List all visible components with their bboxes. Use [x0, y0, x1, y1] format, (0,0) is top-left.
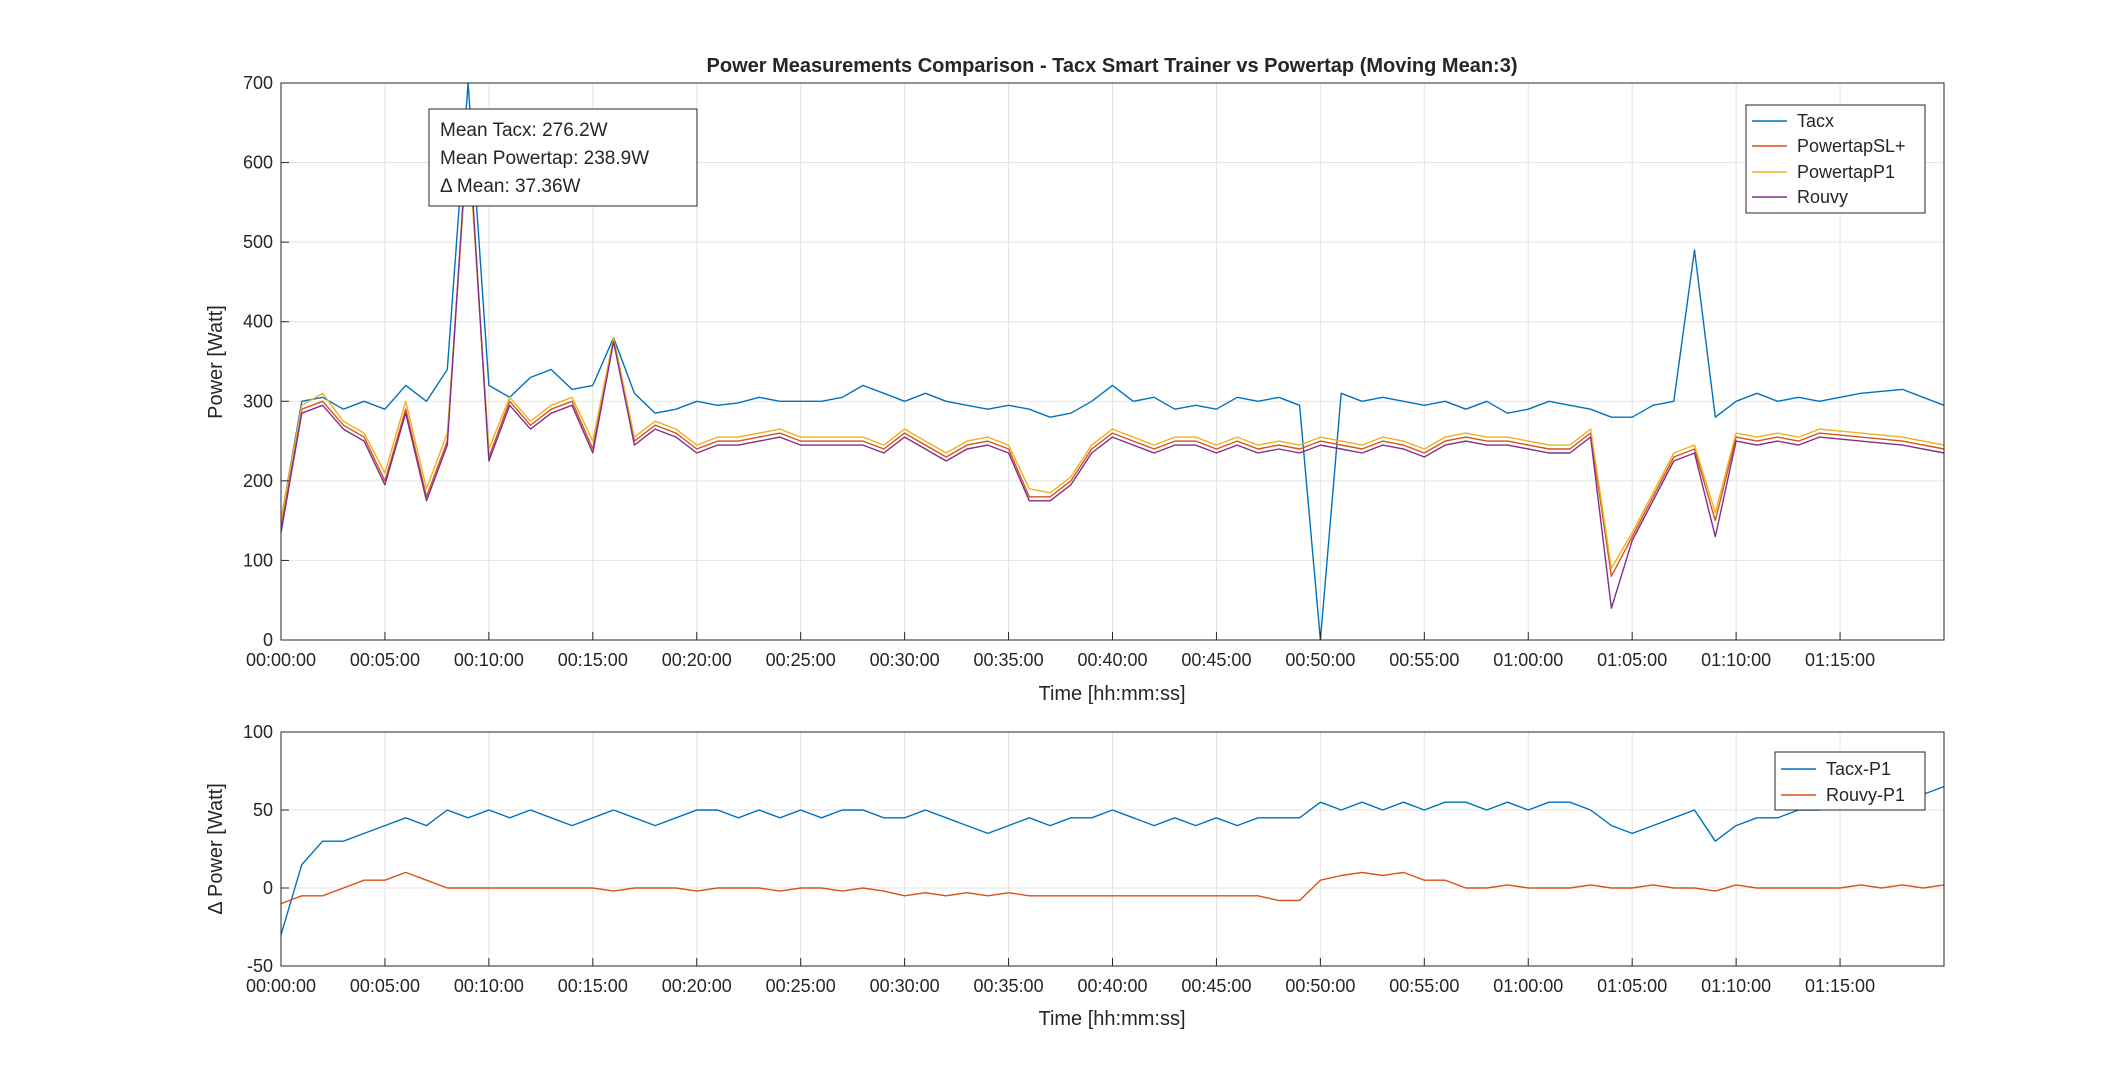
bottom-y-tick-label: 50	[253, 800, 273, 820]
bottom-x-tick-label: 00:35:00	[974, 976, 1044, 996]
bottom-x-tick-label: 00:05:00	[350, 976, 420, 996]
bottom-series-line-rouvy-p1	[280, 871, 1945, 905]
top-y-tick-label: 400	[243, 312, 273, 332]
top-series-line-powertapp1	[280, 137, 1945, 570]
bottom-x-tick-label: 00:45:00	[1181, 976, 1251, 996]
legend-label-powertapsl: PowertapSL+	[1797, 136, 1906, 156]
bottom-y-ticks: -50 0 50 100	[243, 722, 289, 976]
top-legend-box	[1745, 104, 1926, 214]
top-y-tick-label: 100	[243, 550, 273, 570]
bottom-x-tick-label: 00:25:00	[766, 976, 836, 996]
top-series	[280, 82, 1945, 641]
bottom-series	[280, 785, 1945, 935]
bottom-x-tick-label: 00:15:00	[558, 976, 628, 996]
bottom-x-tick-label: 01:00:00	[1493, 976, 1563, 996]
chart-title: Power Measurements Comparison - Tacx Sma…	[707, 55, 1518, 77]
top-y-tick-label: 700	[243, 73, 273, 93]
bottom-x-tick-label: 01:15:00	[1805, 976, 1875, 996]
bottom-x-tick-label: 00:10:00	[454, 976, 524, 996]
top-series-line-powertapsl	[280, 129, 1945, 577]
bottom-legend: Tacx-P1 Rouvy-P1	[1774, 751, 1926, 811]
top-x-tick-label: 00:25:00	[766, 650, 836, 670]
top-y-tick-label: 0	[263, 630, 273, 650]
top-series-line-rouvy	[280, 122, 1945, 609]
legend-label-rouvy: Rouvy	[1797, 187, 1848, 207]
top-y-axis-label: Power [Watt]	[205, 305, 227, 419]
annotation-line-3: Δ Mean: 37.36W	[440, 176, 581, 197]
top-series-line-tacx	[280, 82, 1945, 641]
top-x-tick-label: 00:00:00	[246, 650, 316, 670]
top-y-tick-label: 600	[243, 153, 273, 173]
bottom-x-tick-label: 00:50:00	[1285, 976, 1355, 996]
bottom-x-tick-label: 01:05:00	[1597, 976, 1667, 996]
top-x-ticks: 00:00:00 00:05:00 00:10:00 00:15:00 00:20:00…	[246, 632, 1875, 670]
top-x-tick-label: 00:35:00	[974, 650, 1044, 670]
top-y-ticks: 0 100 200 300 400 500 600 700	[243, 73, 289, 650]
annotation-line-2: Mean Powertap: 238.9W	[440, 148, 649, 169]
bottom-y-tick-label: 0	[263, 878, 273, 898]
bottom-legend-box	[1774, 751, 1926, 811]
top-y-tick-label: 200	[243, 471, 273, 491]
bottom-x-tick-label: 00:55:00	[1389, 976, 1459, 996]
legend-label-tacx: Tacx	[1797, 111, 1834, 131]
bottom-y-tick-label: 100	[243, 722, 273, 742]
top-x-tick-label: 00:50:00	[1285, 650, 1355, 670]
top-x-tick-label: 00:10:00	[454, 650, 524, 670]
bottom-x-tick-label: 00:00:00	[246, 976, 316, 996]
top-x-tick-label: 00:55:00	[1389, 650, 1459, 670]
bottom-x-axis-label: Time [hh:mm:ss]	[1038, 1008, 1185, 1030]
bottom-y-axis-label: Δ Power [Watt]	[205, 783, 227, 915]
bottom-x-ticks: 00:00:00 00:05:00 00:10:00 00:15:00 00:20:00…	[246, 958, 1875, 996]
top-x-tick-label: 01:05:00	[1597, 650, 1667, 670]
bottom-x-tick-label: 01:10:00	[1701, 976, 1771, 996]
annotation-line-1: Mean Tacx: 276.2W	[440, 120, 608, 141]
top-x-tick-label: 00:15:00	[558, 650, 628, 670]
top-x-tick-label: 00:40:00	[1077, 650, 1147, 670]
legend-label-powertapp1: PowertapP1	[1797, 162, 1895, 182]
top-y-tick-label: 300	[243, 391, 273, 411]
bottom-x-tick-label: 00:30:00	[870, 976, 940, 996]
top-x-tick-label: 01:10:00	[1701, 650, 1771, 670]
bottom-x-tick-label: 00:40:00	[1077, 976, 1147, 996]
top-y-tick-label: 500	[243, 232, 273, 252]
legend-label-rouvy-p1: Rouvy-P1	[1826, 785, 1905, 805]
bottom-x-tick-label: 00:20:00	[662, 976, 732, 996]
top-legend: Tacx PowertapSL+ PowertapP1 Rouvy	[1745, 104, 1926, 214]
top-x-tick-label: 01:15:00	[1805, 650, 1875, 670]
top-x-tick-label: 00:30:00	[870, 650, 940, 670]
top-x-tick-label: 01:00:00	[1493, 650, 1563, 670]
top-x-tick-label: 00:45:00	[1181, 650, 1251, 670]
top-x-tick-label: 00:20:00	[662, 650, 732, 670]
top-x-tick-label: 00:05:00	[350, 650, 420, 670]
bottom-y-tick-label: -50	[247, 956, 273, 976]
bottom-plot: -50 0 50 100 00:00:00 00:05:00 00:10:00 00:15:…	[205, 722, 1945, 1030]
legend-label-tacx-p1: Tacx-P1	[1826, 759, 1891, 779]
annotation-box: Mean Tacx: 276.2W Mean Powertap: 238.9W …	[428, 108, 698, 207]
top-x-axis-label: Time [hh:mm:ss]	[1038, 683, 1185, 705]
bottom-series-line-tacx-p1	[280, 785, 1945, 935]
